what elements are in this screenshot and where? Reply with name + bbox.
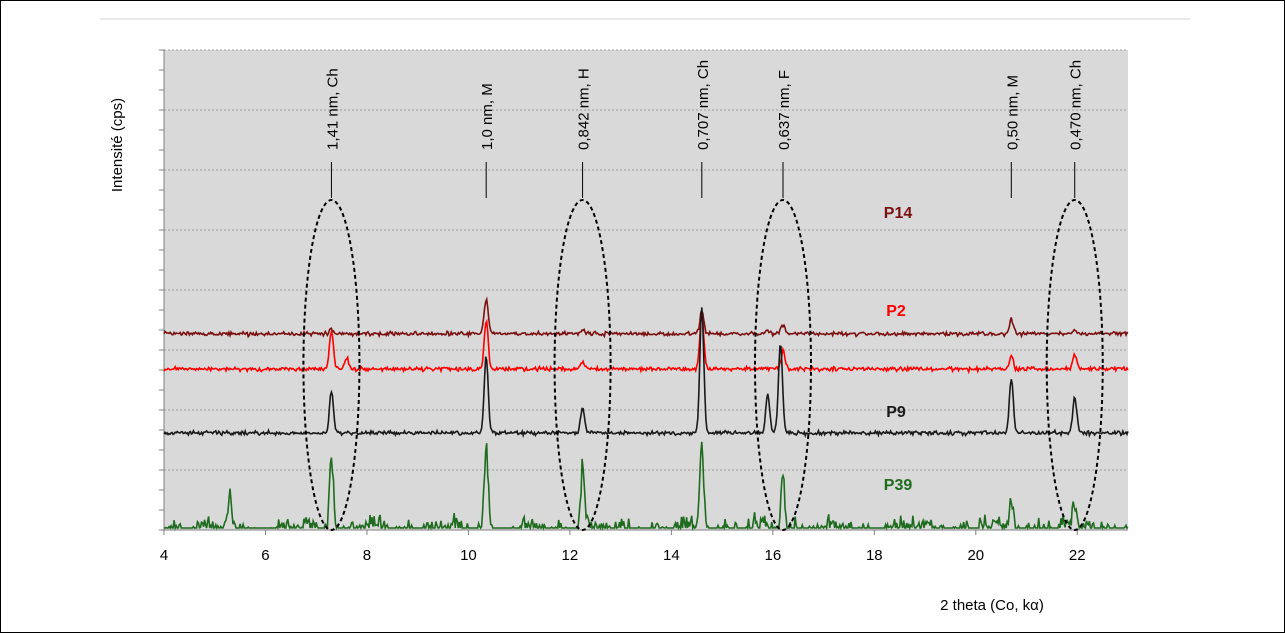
peak-annotations: 1,41 nm, Ch 1,0 nm, M 0,842 nm, H 0,707 nm,… — [324, 60, 1085, 198]
y-axis-label: Intensité (cps) — [109, 98, 126, 192]
annotation-label: 0,50 nm, M — [1004, 75, 1021, 150]
annotation-label: 1,0 nm, M — [479, 83, 496, 150]
annotation-label: 0,637 nm, F — [776, 70, 793, 150]
x-tick-label: 22 — [1069, 547, 1086, 564]
x-tick-label: 18 — [866, 547, 883, 564]
annotation-label: 0,842 nm, H — [576, 68, 593, 150]
series-label-p39: P39 — [884, 477, 913, 494]
x-tick-label: 4 — [160, 547, 168, 564]
annotation-label: 1,41 nm, Ch — [324, 68, 341, 150]
series-line-p39 — [164, 441, 1129, 532]
series-label-p9: P9 — [886, 404, 906, 421]
annotation-label: 0,470 nm, Ch — [1068, 60, 1085, 150]
x-tick-label: 6 — [261, 547, 269, 564]
highlight-ellipse — [753, 199, 812, 531]
x-tick-label: 14 — [663, 547, 680, 564]
series-labels: P14 P2 P9 P39 — [884, 205, 913, 494]
x-tick-label: 16 — [764, 547, 781, 564]
series-lines — [163, 296, 1129, 532]
x-tick-label: 12 — [562, 547, 579, 564]
annotation-label: 0,707 nm, Ch — [695, 60, 712, 150]
series-label-p2: P2 — [886, 303, 906, 320]
highlight-ellipse — [1045, 199, 1104, 531]
series-line-p2 — [163, 314, 1129, 375]
x-axis-label: 2 theta (Co, kα) — [940, 597, 1044, 614]
x-tick-label: 8 — [363, 547, 371, 564]
series-line-p14 — [163, 296, 1129, 339]
x-tick-label: 20 — [967, 547, 984, 564]
highlight-ellipse — [553, 199, 612, 531]
series-label-p14: P14 — [884, 205, 913, 222]
series-line-p9 — [163, 307, 1129, 439]
x-axis: 4 6 8 10 12 14 16 18 20 22 — [160, 529, 1128, 564]
x-tick-label: 10 — [460, 547, 477, 564]
highlight-ellipse — [302, 199, 361, 531]
highlight-ellipses — [302, 199, 1104, 531]
y-axis — [159, 49, 165, 531]
